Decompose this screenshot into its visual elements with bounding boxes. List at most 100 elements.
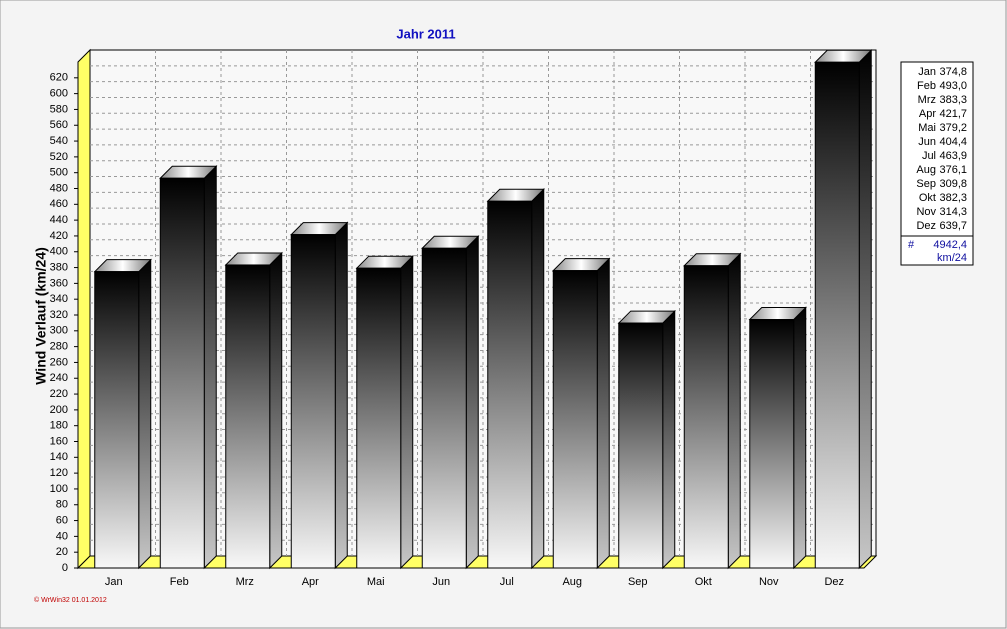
x-tick-label: Mai — [367, 576, 385, 588]
y-tick-label: 40 — [56, 530, 68, 542]
legend-value: 314,3 — [939, 206, 967, 218]
y-tick-label: 360 — [50, 277, 68, 289]
x-tick-label: Jun — [432, 576, 450, 588]
bar-side — [138, 258, 152, 570]
bar-front — [356, 267, 402, 569]
bar — [290, 221, 349, 570]
x-tick-label: Nov — [759, 576, 779, 588]
bar-side — [596, 257, 610, 570]
y-tick-label: 540 — [50, 135, 68, 147]
y-tick-label: 160 — [50, 435, 68, 447]
chart-title: Jahr 2011 — [396, 26, 455, 41]
bar-front — [290, 234, 336, 569]
legend-label: Sep — [916, 178, 936, 190]
y-tick-label: 480 — [50, 182, 68, 194]
y-tick-label: 220 — [50, 388, 68, 400]
bar-front — [159, 177, 205, 569]
bar-front — [487, 200, 533, 569]
y-tick-label: 300 — [50, 325, 68, 337]
bar — [421, 235, 480, 570]
legend-value: 374,8 — [939, 66, 967, 78]
legend-label: Jun — [918, 136, 936, 148]
legend-unit: km/24 — [937, 252, 967, 264]
y-axis-label: Wind Verlauf (km/24) — [33, 247, 49, 385]
legend-label: Nov — [916, 206, 936, 218]
y-tick-label: 320 — [50, 309, 68, 321]
y-tick-label: 380 — [50, 261, 68, 273]
bar — [159, 165, 218, 570]
y-tick-label: 500 — [50, 167, 68, 179]
bar-side — [334, 221, 348, 570]
y-tick-label: 600 — [50, 88, 68, 100]
bar — [355, 254, 414, 570]
y-tick-label: 280 — [50, 341, 68, 353]
bar — [814, 49, 873, 570]
y-tick-label: 20 — [56, 546, 68, 558]
y-tick-label: 0 — [62, 562, 68, 574]
y-tick-label: 340 — [50, 293, 68, 305]
x-tick-label: Aug — [562, 576, 582, 588]
y-tick-label: 120 — [50, 467, 68, 479]
bar-front — [749, 319, 795, 569]
bar-side — [465, 235, 479, 570]
y-tick-label: 560 — [50, 119, 68, 131]
y-tick-label: 260 — [50, 356, 68, 368]
legend-label: Apr — [919, 108, 936, 120]
y-tick-label: 460 — [50, 198, 68, 210]
legend-label: Jul — [922, 150, 936, 162]
x-tick-label: Okt — [695, 576, 712, 588]
x-tick-label: Sep — [628, 576, 648, 588]
y-tick-label: 620 — [50, 72, 68, 84]
legend-value: 421,7 — [939, 108, 967, 120]
bar-front — [683, 265, 729, 569]
bar — [224, 251, 283, 570]
bar-front — [618, 322, 664, 569]
x-tick-label: Mrz — [236, 576, 254, 588]
bar — [552, 257, 611, 570]
bar-front — [814, 61, 860, 569]
bar — [748, 306, 807, 570]
bar-side — [203, 165, 217, 570]
y-tick-label: 140 — [50, 451, 68, 463]
legend-value: 404,4 — [939, 136, 967, 148]
y-tick-label: 80 — [56, 499, 68, 511]
x-tick-label: Jan — [105, 576, 123, 588]
legend-label: Okt — [919, 192, 936, 204]
bar-side — [531, 188, 545, 570]
y-tick-label: 200 — [50, 404, 68, 416]
bar-side — [858, 49, 872, 570]
bar-side — [727, 252, 741, 570]
bar-front — [421, 247, 467, 569]
legend-value: 379,2 — [939, 122, 967, 134]
x-tick-label: Jul — [500, 576, 514, 588]
legend-value: 639,7 — [939, 220, 967, 232]
legend-total-symbol: # — [908, 239, 915, 251]
bar-front — [225, 264, 271, 569]
footer: © WrWin32 01.01.2012 — [34, 596, 107, 604]
bar — [683, 252, 742, 570]
bar-side — [269, 251, 283, 570]
legend-value: 463,9 — [939, 150, 967, 162]
legend-label: Aug — [916, 164, 936, 176]
bar-side — [793, 306, 807, 570]
bar — [617, 309, 676, 570]
side-wall — [77, 48, 91, 570]
legend-box — [900, 61, 974, 266]
legend-total: 4942,4 — [933, 239, 967, 251]
y-tick-label: 60 — [56, 514, 68, 526]
legend-value: 309,8 — [939, 178, 967, 190]
legend-value: 376,1 — [939, 164, 967, 176]
legend-label: Jan — [918, 66, 936, 78]
y-tick-label: 580 — [50, 103, 68, 115]
legend-label: Mai — [918, 122, 936, 134]
bar-front — [94, 271, 140, 569]
y-tick-label: 520 — [50, 151, 68, 163]
legend-label: Mrz — [918, 94, 936, 106]
bar-side — [400, 254, 414, 570]
y-tick-label: 100 — [50, 483, 68, 495]
bar-front — [552, 270, 598, 569]
y-tick-label: 420 — [50, 230, 68, 242]
y-tick-label: 440 — [50, 214, 68, 226]
